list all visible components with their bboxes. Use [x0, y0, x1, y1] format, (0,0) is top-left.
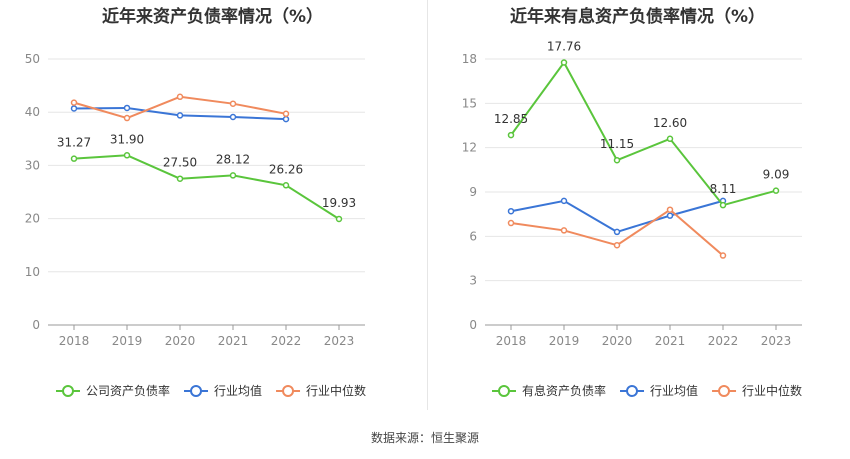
right-series-0-data-label: 8.11 — [710, 182, 737, 196]
left-chart-plot: 0 10 20 30 40 50 2018 2019 2020 2021 2022 2023 31.27… — [25, 52, 366, 398]
right-legend-label: 行业中位数 — [742, 383, 802, 398]
left-y-tick-label: 50 — [25, 52, 40, 66]
left-series-1-point — [70, 105, 78, 112]
right-series-1-point — [666, 212, 674, 219]
left-series-2-point — [282, 110, 290, 118]
left-x-tick-label: 2022 — [271, 334, 302, 348]
left-y-tick-label: 30 — [25, 158, 40, 172]
right-series-0-point — [772, 187, 780, 194]
left-series-0-data-label: 27.50 — [163, 156, 197, 170]
right-series-0-point — [613, 156, 621, 164]
left-series-2-point — [176, 93, 184, 101]
right-series-2-point — [719, 252, 727, 259]
right-legend-label: 有息资产负债率 — [522, 383, 606, 398]
right-series-0-data-label: 9.09 — [763, 168, 790, 182]
left-legend-label: 行业均值 — [214, 383, 262, 398]
left-series-1-point — [176, 112, 184, 119]
right-legend-item-1: 行业均值 — [620, 383, 698, 398]
left-legend-swatch-marker — [282, 385, 295, 397]
left-series-0-data-label: 31.27 — [57, 136, 91, 150]
right-legend-swatch-marker — [498, 385, 510, 397]
left-series-0-point — [335, 215, 343, 223]
right-legend-item-0: 有息资产负债率 — [492, 383, 606, 398]
right-series-0-data-label: 12.85 — [494, 112, 528, 126]
left-series-2-point — [229, 100, 237, 107]
right-y-tick-label: 15 — [462, 96, 477, 110]
right-series-0-line — [510, 60, 777, 207]
data-source: 数据来源：恒生聚源 — [370, 431, 479, 445]
left-series-2-point — [70, 99, 78, 106]
left-series-0-point — [123, 152, 131, 159]
right-y-tick-label: 18 — [462, 52, 477, 66]
right-series-1-point — [507, 207, 515, 215]
right-x-tick-label: 2019 — [549, 334, 580, 348]
right-y-tick-label: 9 — [469, 185, 477, 199]
right-series-0-point — [560, 59, 568, 66]
left-x-tick-label: 2019 — [112, 334, 143, 348]
left-legend-item-2: 行业中位数 — [276, 383, 366, 398]
right-x-tick-label: 2022 — [708, 334, 739, 348]
right-series-2-point — [613, 241, 621, 249]
left-series-1-point — [123, 104, 131, 112]
right-x-tick-label: 2020 — [602, 334, 633, 348]
right-y-tick-label: 0 — [469, 318, 477, 332]
right-legend-swatch-marker — [626, 385, 639, 397]
left-legend-swatch-marker — [190, 385, 203, 397]
left-series-0-point — [229, 172, 237, 179]
right-chart-plot: 0 3 6 9 12 15 18 2018 2019 2020 2021 2022 2023 12.85 1… — [462, 40, 802, 398]
left-series-0-point — [282, 182, 290, 189]
left-legend-item-0: 公司资产负债率 — [56, 383, 170, 398]
left-x-tick-label: 2018 — [59, 334, 90, 348]
right-series-0-point — [507, 131, 515, 139]
left-legend-item-1: 行业均值 — [184, 383, 262, 398]
left-series-2-point — [123, 114, 131, 122]
left-legend-label: 行业中位数 — [306, 383, 366, 398]
left-y-tick-label: 20 — [25, 212, 40, 226]
right-series-0-data-label: 12.60 — [653, 116, 687, 130]
left-series-0-data-label: 19.93 — [322, 196, 356, 210]
left-series-0-point — [176, 175, 184, 182]
right-y-tick-label: 3 — [469, 274, 477, 288]
left-y-tick-label: 0 — [32, 318, 40, 332]
right-series-0-point — [719, 201, 727, 209]
left-series-0-line — [73, 154, 340, 220]
left-legend-label: 公司资产负债率 — [86, 383, 170, 398]
right-y-tick-label: 6 — [469, 229, 477, 243]
right-series-0-data-label: 11.15 — [600, 137, 634, 151]
left-y-tick-label: 40 — [25, 105, 40, 119]
chart-title-debt-ratio: 近年来资产负债率情况（%） — [101, 7, 324, 27]
left-series-0-data-label: 26.26 — [269, 162, 303, 176]
left-series-1-point — [282, 115, 290, 123]
right-series-1-point — [560, 197, 568, 205]
right-series-0-data-label: 17.76 — [547, 40, 581, 54]
left-x-tick-label: 2020 — [165, 334, 196, 348]
left-x-tick-label: 2023 — [324, 334, 355, 348]
right-series-2-point — [560, 227, 568, 234]
left-y-tick-label: 10 — [25, 265, 40, 279]
left-series-0-data-label: 28.12 — [216, 152, 250, 166]
right-x-tick-label: 2018 — [496, 334, 527, 348]
right-legend-label: 行业均值 — [650, 383, 698, 398]
right-legend-swatch-marker — [718, 385, 731, 397]
chart-title-interest-debt-ratio: 近年来有息资产负债率情况（%） — [509, 7, 766, 27]
right-series-2-point — [507, 219, 515, 227]
right-series-1-point — [613, 228, 621, 236]
right-x-tick-label: 2021 — [655, 334, 686, 348]
left-series-1-point — [229, 113, 237, 121]
left-legend-swatch-marker — [62, 385, 74, 397]
chart-divider — [427, 0, 428, 410]
left-series-0-data-label: 31.90 — [110, 132, 144, 146]
right-y-tick-label: 12 — [462, 141, 477, 155]
right-series-2-point — [666, 206, 674, 213]
left-x-tick-label: 2021 — [218, 334, 249, 348]
right-legend-item-2: 行业中位数 — [712, 383, 802, 398]
right-series-0-point — [666, 135, 674, 143]
left-series-0-point — [70, 155, 78, 162]
right-x-tick-label: 2023 — [761, 334, 792, 348]
